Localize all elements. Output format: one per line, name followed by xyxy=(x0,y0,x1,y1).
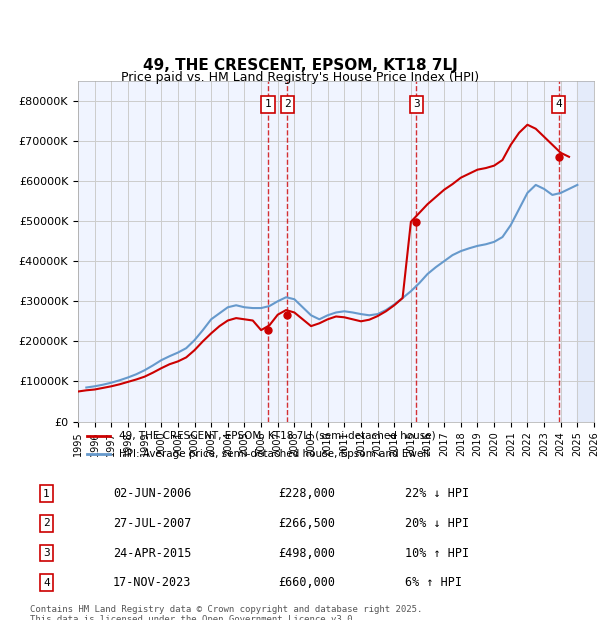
Text: £498,000: £498,000 xyxy=(278,547,335,559)
Text: £266,500: £266,500 xyxy=(278,517,335,529)
Text: Price paid vs. HM Land Registry's House Price Index (HPI): Price paid vs. HM Land Registry's House … xyxy=(121,71,479,84)
Text: 49, THE CRESCENT, EPSOM, KT18 7LJ (semi-detached house): 49, THE CRESCENT, EPSOM, KT18 7LJ (semi-… xyxy=(119,431,436,441)
Text: 2: 2 xyxy=(43,518,50,528)
Text: 17-NOV-2023: 17-NOV-2023 xyxy=(113,577,191,589)
Text: 3: 3 xyxy=(413,99,419,110)
Bar xyxy=(577,81,594,422)
Text: Contains HM Land Registry data © Crown copyright and database right 2025.
This d: Contains HM Land Registry data © Crown c… xyxy=(30,604,422,620)
Text: £660,000: £660,000 xyxy=(278,577,335,589)
Text: £228,000: £228,000 xyxy=(278,487,335,500)
Text: 2: 2 xyxy=(284,99,290,110)
Text: 6% ↑ HPI: 6% ↑ HPI xyxy=(406,577,463,589)
Text: 20% ↓ HPI: 20% ↓ HPI xyxy=(406,517,469,529)
Text: 3: 3 xyxy=(43,548,50,558)
Text: 10% ↑ HPI: 10% ↑ HPI xyxy=(406,547,469,559)
Text: HPI: Average price, semi-detached house, Epsom and Ewell: HPI: Average price, semi-detached house,… xyxy=(119,449,429,459)
Text: 49, THE CRESCENT, EPSOM, KT18 7LJ: 49, THE CRESCENT, EPSOM, KT18 7LJ xyxy=(143,58,457,73)
Text: 22% ↓ HPI: 22% ↓ HPI xyxy=(406,487,469,500)
Text: 4: 4 xyxy=(556,99,562,110)
Text: 4: 4 xyxy=(43,578,50,588)
Text: 1: 1 xyxy=(265,99,271,110)
Text: 24-APR-2015: 24-APR-2015 xyxy=(113,547,191,559)
Text: 1: 1 xyxy=(43,489,50,498)
Text: 27-JUL-2007: 27-JUL-2007 xyxy=(113,517,191,529)
Text: 02-JUN-2006: 02-JUN-2006 xyxy=(113,487,191,500)
